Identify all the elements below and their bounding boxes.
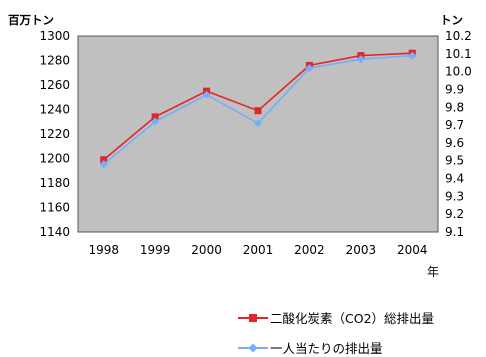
legend-marker [249, 314, 257, 322]
data-point [254, 119, 262, 128]
right-tick-label: 10.2 [445, 29, 472, 43]
plot-area [77, 35, 439, 233]
right-axis-ticks: 9.1 9.2 9.3 9.4 9.5 9.6 9.7 9.8 9.9 10.0 10.1 10.2 [445, 29, 472, 239]
x-tick-label: 1999 [140, 243, 171, 257]
right-tick-label: 9.9 [445, 82, 464, 96]
left-tick-label: 1220 [39, 127, 70, 141]
data-point [305, 64, 314, 73]
legend-label: 一人当たりの排出量 [270, 341, 383, 356]
data-point [99, 160, 108, 169]
x-tick-label: 2000 [191, 243, 222, 257]
x-tick-label: 2001 [243, 243, 274, 257]
right-axis-unit-label: トン [440, 13, 463, 27]
left-tick-label: 1240 [39, 103, 70, 117]
data-point [202, 90, 211, 99]
x-tick-label: 2002 [294, 243, 325, 257]
left-tick-label: 1200 [39, 152, 70, 166]
x-tick-label: 2003 [346, 243, 377, 257]
right-tick-label: 9.5 [445, 154, 464, 168]
left-tick-label: 1140 [39, 225, 70, 239]
x-axis-ticks: 1998 1999 2000 2001 2002 2003 2004 [88, 243, 427, 257]
left-tick-label: 1260 [39, 78, 70, 92]
left-axis-ticks: 1140 1160 1180 1200 1220 1240 1260 1280 1300 [39, 29, 70, 239]
data-point [356, 55, 365, 64]
left-tick-label: 1180 [39, 176, 70, 190]
data-point [408, 51, 417, 60]
right-tick-label: 9.3 [445, 189, 464, 203]
left-axis-unit-label: 百万トン [8, 13, 54, 27]
right-tick-label: 9.8 [445, 100, 464, 114]
data-point [151, 113, 159, 121]
data-point [100, 156, 108, 164]
legend-marker [248, 343, 258, 353]
series-layer [99, 49, 417, 169]
right-tick-label: 10.1 [445, 47, 472, 61]
right-tick-label: 9.2 [445, 207, 464, 221]
right-tick-label: 10.0 [445, 65, 472, 79]
data-point [151, 117, 160, 126]
legend-label: 二酸化炭素（CO2）総排出量 [270, 311, 434, 326]
right-tick-label: 9.1 [445, 225, 464, 239]
left-tick-label: 1300 [39, 29, 70, 43]
right-tick-label: 9.6 [445, 136, 464, 150]
data-point [254, 107, 262, 115]
x-tick-label: 1998 [88, 243, 119, 257]
left-tick-label: 1160 [39, 201, 70, 215]
x-tick-label: 2004 [397, 243, 428, 257]
left-tick-label: 1280 [39, 54, 70, 68]
right-tick-label: 9.4 [445, 172, 464, 186]
x-axis-unit-label: 年 [427, 265, 439, 279]
right-tick-label: 9.7 [445, 118, 464, 132]
